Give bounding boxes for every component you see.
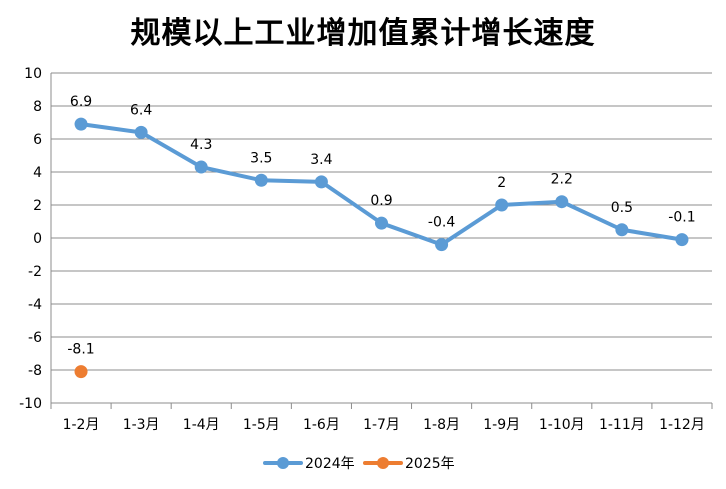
data-point	[555, 195, 569, 209]
x-tick-label: 1-7月	[363, 417, 400, 433]
x-tick-label: 1-9月	[483, 417, 520, 433]
x-tick-label: 1-2月	[63, 417, 100, 433]
legend-marker	[377, 457, 389, 469]
x-tick-label: 1-8月	[423, 417, 460, 433]
y-tick-label: -10	[19, 396, 42, 412]
data-point	[74, 365, 88, 379]
data-point	[675, 233, 689, 247]
legend-label: 2025年	[405, 456, 455, 472]
data-label: 0.9	[370, 193, 392, 209]
x-tick-label: 1-11月	[599, 417, 645, 433]
y-tick-label: 10	[24, 66, 42, 82]
y-tick-label: 6	[33, 132, 42, 148]
y-tick-label: -2	[28, 264, 42, 280]
data-label: -0.1	[668, 210, 695, 226]
y-tick-label: 2	[33, 198, 42, 214]
data-label: -0.4	[428, 215, 455, 231]
data-label: 3.4	[310, 152, 332, 168]
data-point	[495, 198, 509, 212]
data-label: 3.5	[250, 150, 272, 166]
data-point	[74, 117, 88, 131]
data-point	[375, 216, 388, 230]
x-tick-label: 1-5月	[243, 417, 280, 433]
data-label: -8.1	[67, 342, 94, 358]
chart-title: 规模以上工业增加值累计增长速度	[130, 16, 596, 51]
y-tick-label: -4	[28, 297, 42, 313]
x-tick-label: 1-12月	[659, 417, 705, 433]
y-tick-label: 0	[33, 231, 42, 247]
legend-label: 2024年	[305, 456, 355, 472]
x-tick-label: 1-4月	[183, 417, 220, 433]
y-tick-label: 4	[33, 165, 42, 181]
data-point	[314, 175, 328, 189]
data-label: 4.3	[190, 137, 212, 153]
x-tick-label: 1-10月	[539, 417, 585, 433]
data-point	[134, 125, 148, 139]
data-label: 0.5	[611, 200, 633, 216]
x-tick-label: 1-6月	[303, 417, 340, 433]
legend-marker	[277, 457, 289, 469]
data-point	[194, 160, 208, 174]
data-label: 6.9	[70, 94, 92, 110]
y-tick-label: -6	[28, 330, 42, 346]
y-tick-label: 8	[33, 99, 42, 115]
data-point	[254, 173, 268, 187]
data-label: 2	[497, 175, 506, 191]
x-tick-label: 1-3月	[123, 417, 160, 433]
data-point	[615, 223, 629, 237]
data-label: 2.2	[551, 172, 573, 188]
y-tick-label: -8	[28, 363, 42, 379]
data-point	[435, 238, 449, 252]
data-label: 6.4	[130, 102, 152, 118]
